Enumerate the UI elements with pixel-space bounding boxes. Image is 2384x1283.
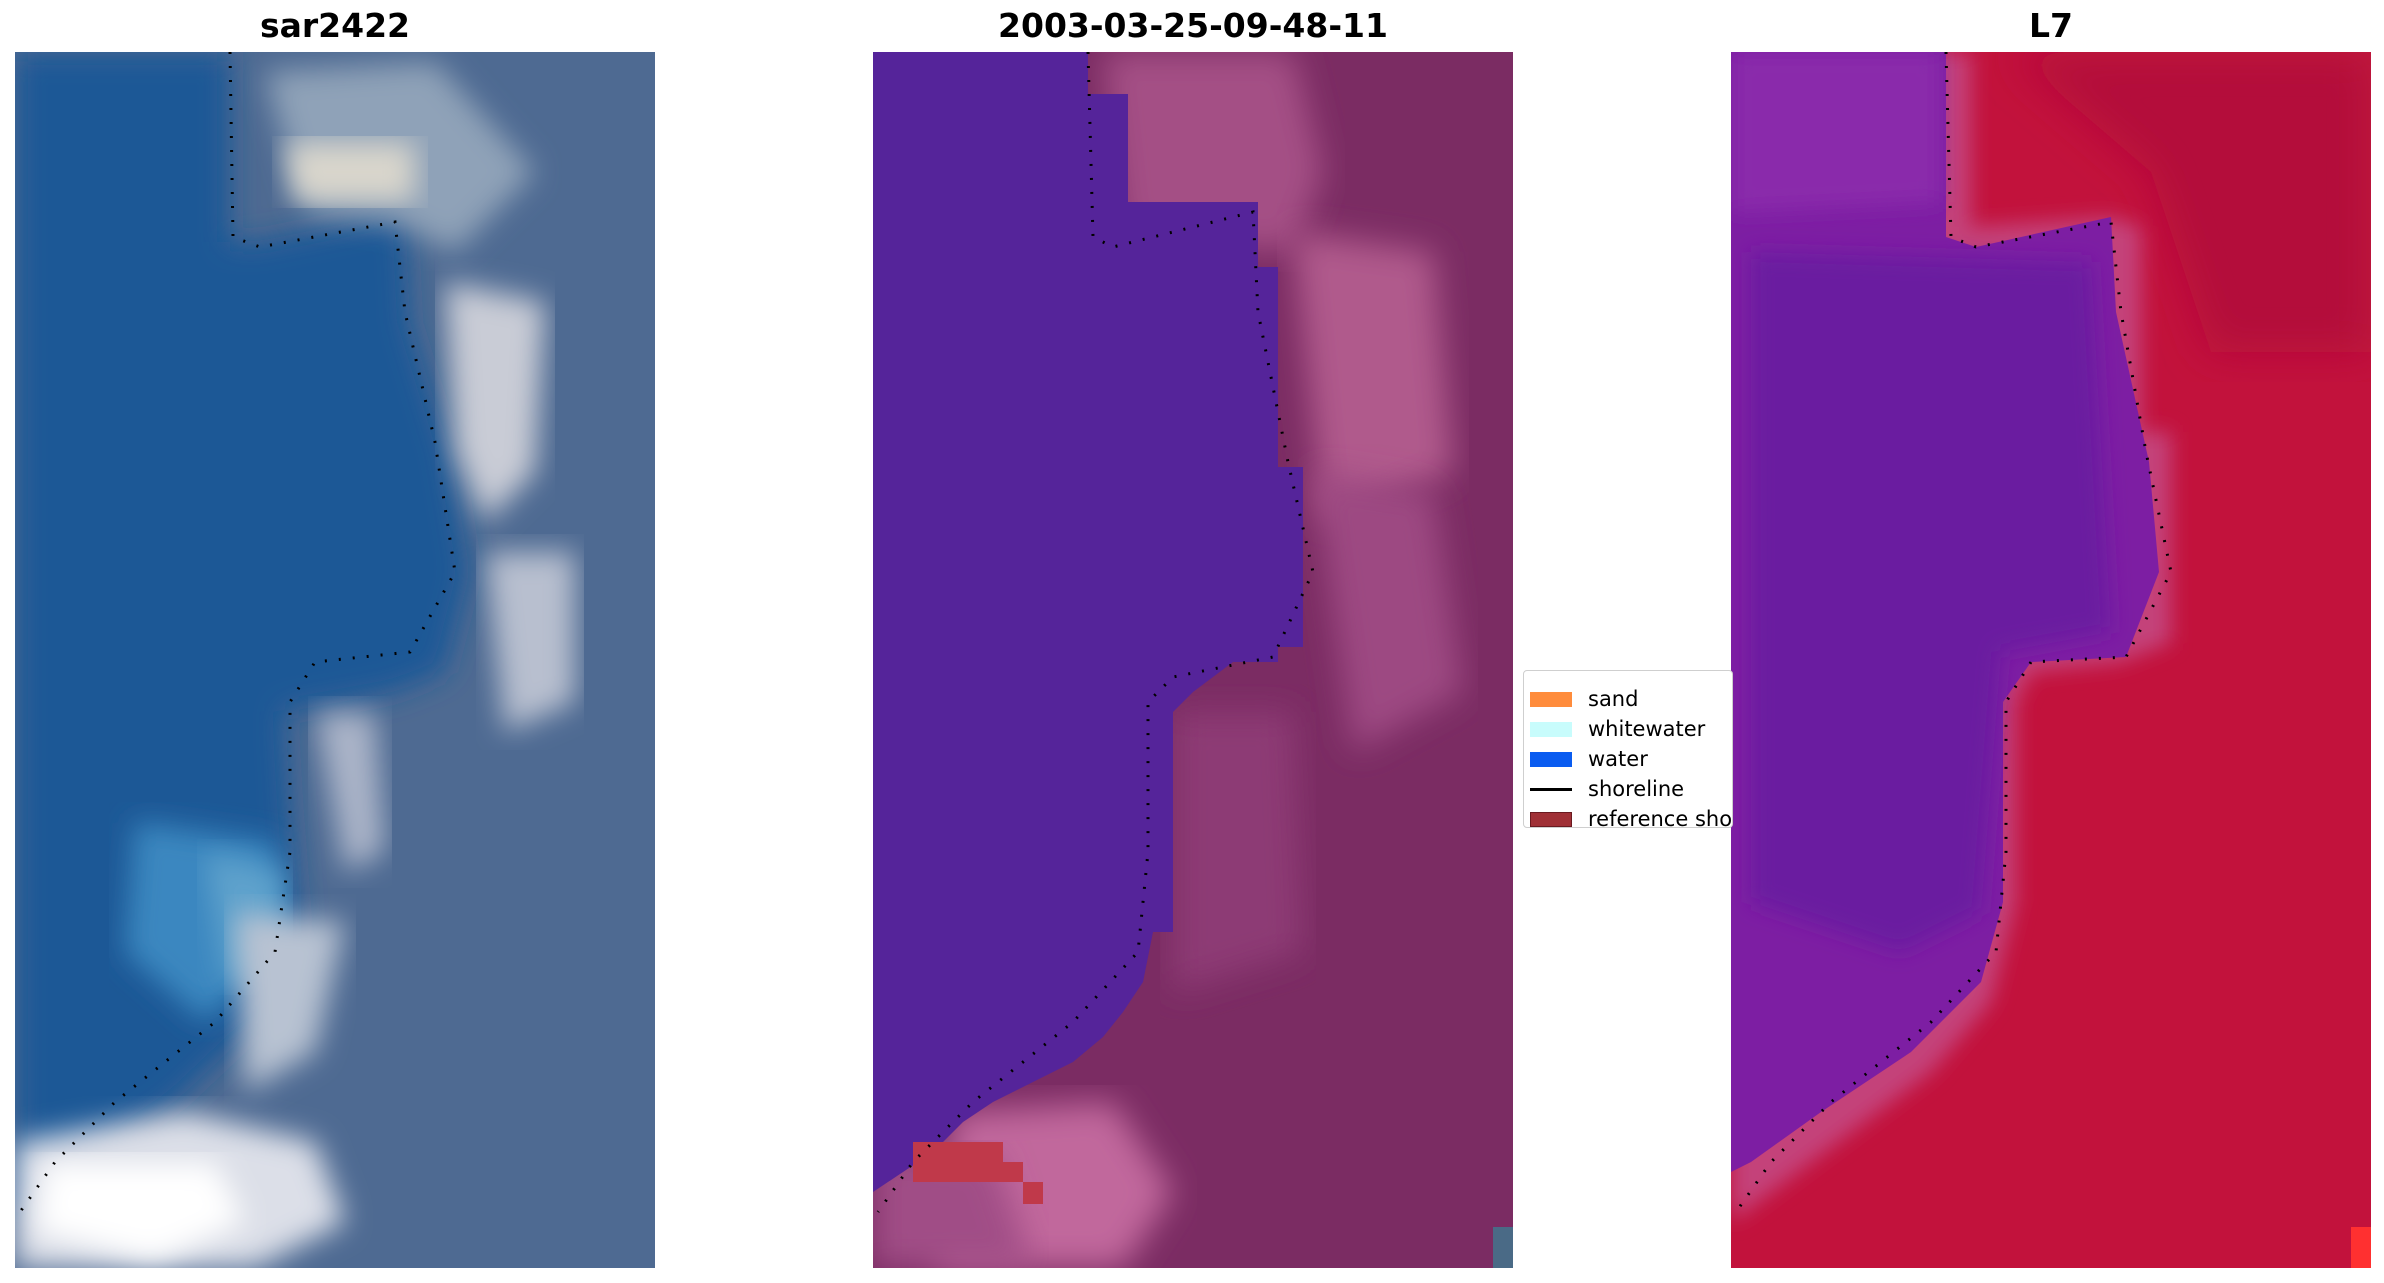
- index-image-panel: [1731, 52, 2371, 1268]
- legend-item-water: water: [1530, 744, 1648, 774]
- index-image: [1731, 52, 2371, 1268]
- legend-label: shoreline: [1588, 777, 1685, 801]
- legend-item-whitewater: whitewater: [1530, 714, 1705, 744]
- classified-image-panel: [873, 52, 1513, 1268]
- legend-item-reference-shoreline: reference sho: [1530, 804, 1733, 828]
- rgb-image: [15, 52, 655, 1268]
- legend-label: sand: [1588, 687, 1639, 711]
- shoreline-line-icon: [1530, 787, 1572, 791]
- legend-label: reference sho: [1588, 807, 1733, 828]
- panel-title-index: L7: [2029, 6, 2073, 45]
- legend-item-sand: sand: [1530, 684, 1638, 714]
- legend-label: whitewater: [1588, 717, 1706, 741]
- rgb-image-panel: [15, 52, 655, 1268]
- legend-label: water: [1588, 747, 1648, 771]
- legend: sand whitewater water shoreline referenc…: [1523, 670, 1733, 828]
- water-swatch-icon: [1530, 751, 1572, 767]
- sand-swatch-icon: [1530, 691, 1572, 707]
- reference-swatch-icon: [1530, 811, 1572, 827]
- whitewater-swatch-icon: [1530, 721, 1572, 737]
- legend-item-shoreline: shoreline: [1530, 774, 1684, 804]
- classified-image: [873, 52, 1513, 1268]
- panel-title-rgb: sar2422: [259, 6, 411, 45]
- panel-title-classified: 2003-03-25-09-48-11: [998, 6, 1388, 45]
